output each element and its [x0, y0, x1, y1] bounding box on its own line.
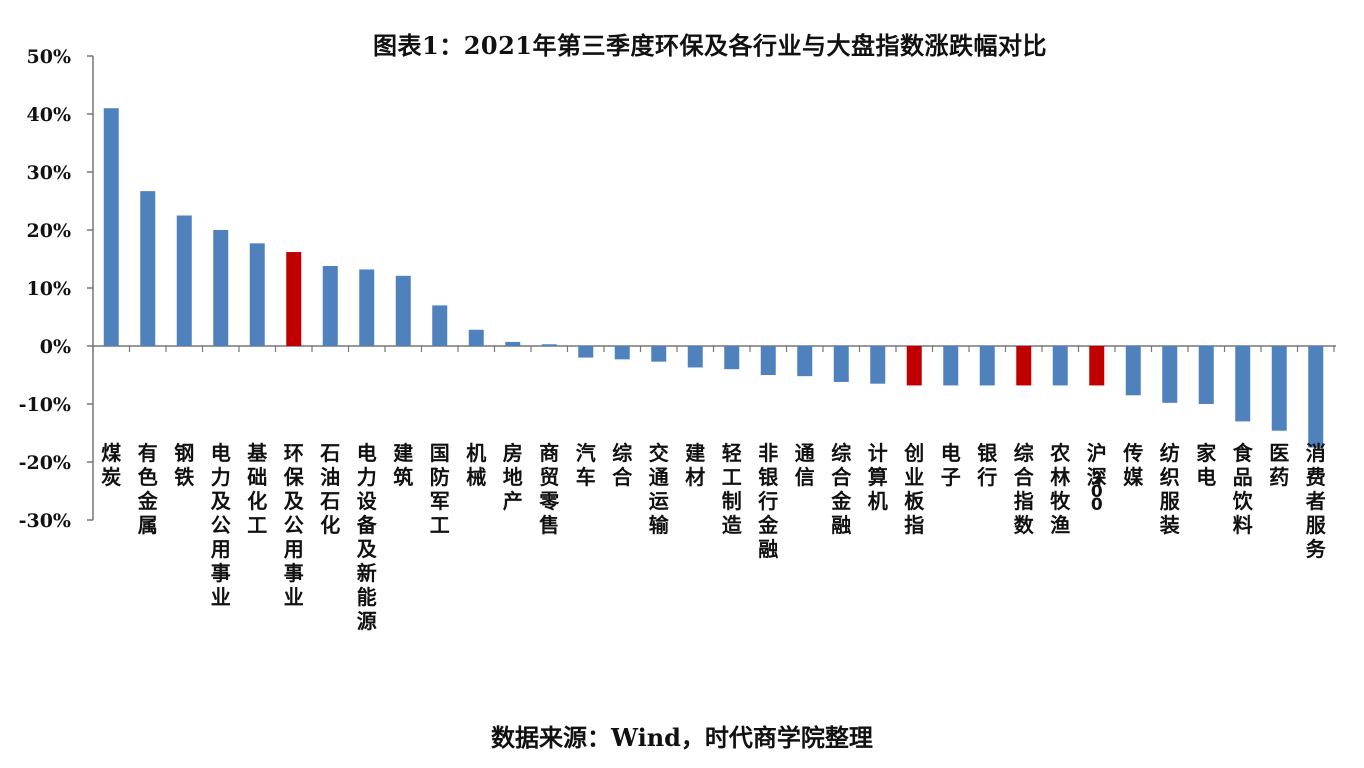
bar: [979, 346, 995, 386]
bar: [103, 108, 119, 346]
x-category-label: 综合指数: [1014, 441, 1035, 537]
bar: [651, 346, 667, 362]
x-category-label: 房地产: [503, 441, 523, 513]
x-category-label: 医药: [1269, 441, 1289, 489]
bars: [103, 108, 1324, 448]
bar: [870, 346, 886, 384]
x-category-label: 机械: [466, 441, 486, 489]
x-category-label: 建材: [685, 441, 705, 489]
bar: [943, 346, 959, 386]
bar: [322, 265, 338, 346]
bar: [906, 346, 922, 386]
y-tick-label: 50%: [27, 46, 72, 68]
x-category-label: 非银行金融: [757, 441, 779, 561]
bar: [578, 346, 594, 358]
x-category-label: 综合金融: [830, 441, 852, 537]
x-category-label: 石油石化: [319, 441, 340, 537]
bar: [724, 346, 740, 370]
x-category-label: 创业板指: [903, 441, 925, 537]
x-category-label: 综合: [612, 441, 633, 489]
y-tick-label: 10%: [27, 278, 72, 300]
x-category-label: 钢铁: [174, 441, 194, 489]
bar: [249, 243, 265, 346]
x-category-label: 传媒: [1122, 441, 1144, 489]
x-category-label: 国防军工: [430, 441, 450, 537]
x-axis-labels: 煤炭有色金属钢铁电力及公用事业基础化工环保及公用事业石油石化电力设备及新能源建筑…: [101, 441, 1327, 633]
x-category-label: 沪深3 0 0: [1087, 441, 1107, 515]
x-category-label: 建筑: [393, 441, 413, 489]
bar: [468, 329, 484, 346]
x-category-label: 通信: [795, 441, 815, 489]
bar: [1198, 346, 1214, 404]
bar: [1016, 346, 1032, 386]
y-tick-label: 40%: [27, 104, 72, 126]
x-category-label: 农林牧渔: [1049, 441, 1071, 537]
bar: [1162, 346, 1178, 403]
bar: [541, 344, 557, 346]
bar: [833, 346, 849, 382]
bar: [1052, 346, 1068, 386]
x-category-label: 电子: [941, 441, 961, 489]
x-category-label: 商贸零售: [538, 441, 560, 537]
bar: [213, 230, 229, 346]
bar: [1089, 346, 1105, 386]
bar: [797, 346, 813, 377]
bar: [505, 341, 521, 346]
x-category-label: 环保及公用事业: [283, 441, 305, 609]
bar: [1235, 346, 1251, 422]
x-category-label: 有色金属: [137, 441, 159, 537]
y-tick-label: 30%: [27, 162, 72, 184]
y-tick-label: -20%: [19, 452, 71, 474]
bar: [1308, 346, 1324, 448]
x-category-label: 纺织服装: [1159, 441, 1181, 537]
x-category-label: 银行: [976, 441, 998, 489]
x-category-label: 消费者服务: [1305, 441, 1327, 561]
bar: [760, 346, 776, 375]
x-category-label: 电力及公用事业: [211, 441, 232, 609]
bar: [140, 191, 156, 346]
chart-title: 图表1：2021年第三季度环保及各行业与大盘指数涨跌幅对比: [373, 31, 1047, 60]
bar: [687, 346, 703, 368]
bar: [432, 305, 448, 346]
x-category-label: 家电: [1196, 441, 1217, 489]
bar: [614, 346, 630, 360]
bar: [395, 275, 411, 346]
y-tick-label: 20%: [27, 220, 72, 242]
x-category-label: 煤炭: [101, 441, 121, 489]
x-category-label: 轻工制造: [722, 441, 743, 537]
x-category-label: 食品饮料: [1232, 441, 1254, 537]
bar: [359, 269, 375, 346]
y-tick-label: -10%: [19, 394, 71, 416]
x-category-label: 交通运输: [649, 441, 670, 537]
source-note: 数据来源：Wind，时代商学院整理: [491, 723, 873, 752]
bar: [286, 252, 302, 346]
x-category-label: 汽车: [576, 441, 596, 489]
bar: [1125, 346, 1141, 396]
y-tick-label: -30%: [19, 510, 71, 532]
x-category-label: 基础化工: [247, 441, 268, 537]
bar: [176, 215, 192, 346]
x-category-label: 电力设备及新能源: [356, 441, 378, 633]
y-tick-label: 0%: [40, 336, 71, 358]
bar: [1271, 346, 1287, 431]
x-category-label: 计算机: [868, 441, 888, 513]
